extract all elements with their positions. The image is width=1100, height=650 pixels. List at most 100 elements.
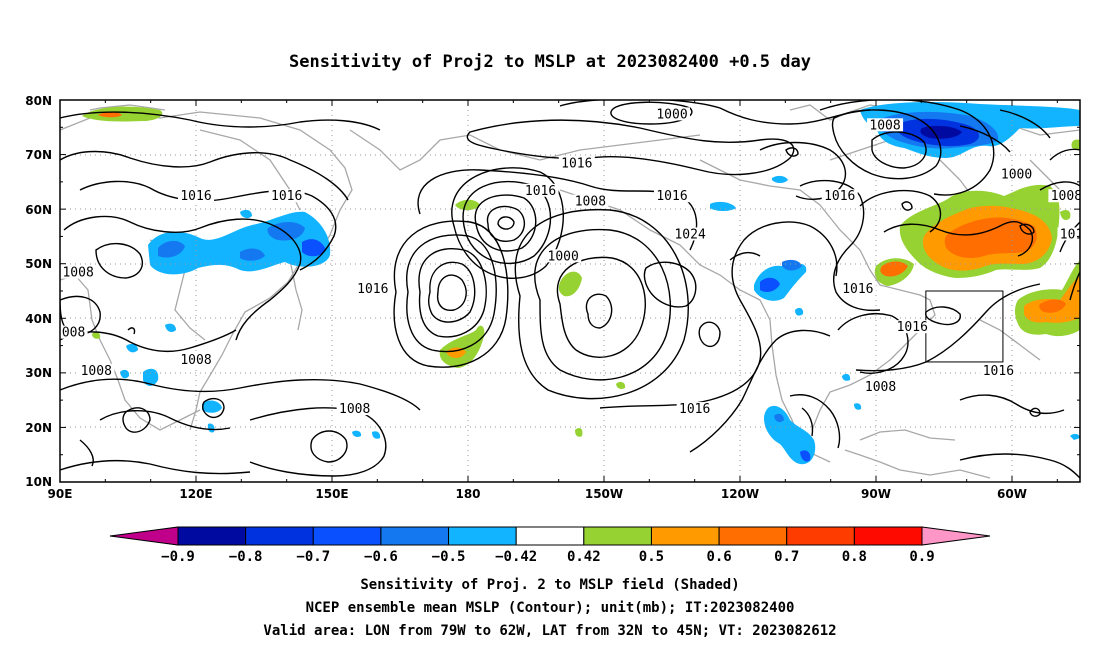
contour-label-background — [268, 189, 305, 203]
colorbar-label: −0.42 — [495, 549, 537, 565]
shade-blue — [774, 413, 784, 423]
colorbar-segment — [786, 526, 855, 546]
shade-lightblue — [795, 307, 804, 316]
colorbar-segment — [718, 526, 788, 546]
colorbar-label: −0.6 — [364, 549, 398, 565]
contour-label: 1000 — [1001, 167, 1032, 182]
shade-lightblue — [854, 403, 862, 410]
contour-label-background — [60, 265, 97, 279]
captions: Sensitivity of Proj. 2 to MSLP field (Sh… — [263, 577, 836, 639]
shade-lightblue — [842, 373, 851, 381]
colorbar-segment — [583, 526, 652, 546]
shade-lightblue — [120, 369, 130, 379]
contour-label-background — [980, 363, 1017, 377]
lat-label: 60N — [25, 203, 52, 217]
colorbar-label: −0.9 — [161, 549, 195, 565]
shade-lightblue — [372, 431, 381, 439]
shade-green — [575, 428, 583, 437]
contour-label-background — [839, 282, 876, 295]
shade-lightblue — [240, 209, 252, 219]
caption-line: Sensitivity of Proj. 2 to MSLP field (Sh… — [360, 577, 739, 593]
contour-label: 1016 — [824, 189, 855, 204]
contour-label-background — [78, 363, 115, 377]
lon-label: 90W — [861, 487, 891, 501]
contour-label: 1016 — [897, 320, 928, 335]
contour-label: 008 — [62, 326, 85, 341]
contour-label: 1016 — [525, 184, 556, 199]
contour-label-background — [1057, 227, 1080, 241]
contour-label: 1008 — [180, 353, 211, 368]
contour-label: 1016 — [983, 364, 1014, 379]
contour-label: 1016 — [180, 189, 211, 204]
contour-label: 1024 — [674, 227, 705, 242]
lon-label: 60W — [997, 487, 1027, 501]
contour-label: 1016 — [561, 156, 592, 171]
shade-darkorange — [944, 217, 1037, 258]
shade-blue — [158, 240, 185, 258]
shade-green — [1071, 139, 1080, 150]
shade-blue — [760, 277, 780, 292]
colorbar-label: 0.5 — [639, 549, 664, 565]
contour-label: 1016 — [842, 282, 873, 297]
shade-green — [1060, 210, 1071, 220]
shade-lightblue — [352, 430, 362, 437]
shade-blue — [800, 450, 811, 462]
shade-blue — [782, 259, 802, 271]
contour-label-background — [558, 156, 595, 170]
lat-label: 50N — [25, 257, 52, 271]
contour-label-background — [336, 402, 373, 416]
contour-label-background — [354, 282, 391, 295]
colorbar-label: 0.6 — [706, 549, 731, 565]
colorbar-segment — [245, 526, 314, 546]
caption-line: NCEP ensemble mean MSLP (Contour); unit(… — [306, 600, 795, 616]
contour-label: 1008 — [62, 266, 93, 281]
shade-blue — [302, 239, 326, 257]
shade-lightblue — [143, 368, 159, 386]
colorbar-segment — [515, 526, 585, 546]
contour-label: 1008 — [865, 380, 896, 395]
lat-label: 80N — [25, 94, 52, 108]
colorbar-labels: −0.9 −0.8 −0.7 −0.6 −0.5 −0.42 0.42 0.5 0.6 0.7 0.… — [161, 549, 935, 565]
shade-lightblue — [202, 400, 222, 413]
colorbar-segment — [177, 526, 247, 546]
contour-label: 1016 — [357, 282, 388, 297]
colorbar-label: 0.7 — [774, 549, 799, 565]
contour-label: 1016 — [271, 189, 302, 204]
contour-label: 1008 — [1051, 189, 1082, 204]
colorbar-min-triangle — [109, 526, 179, 546]
colorbar-label: 0.42 — [567, 549, 601, 565]
contour-label: 1000 — [656, 107, 687, 122]
contour-label-background — [1048, 189, 1080, 203]
lat-label: 20N — [25, 421, 52, 435]
shade-darkorange — [1039, 299, 1066, 313]
contour-label-background — [178, 189, 214, 203]
lon-label: 120W — [721, 487, 759, 501]
colorbar-label: 0.8 — [842, 549, 867, 565]
contour-label-background — [998, 167, 1035, 181]
contour-label-background — [654, 107, 690, 121]
contour-label: 1008 — [339, 402, 370, 417]
colorbar-segment — [448, 526, 517, 546]
colorbar-label: −0.7 — [296, 549, 330, 565]
shade-lightblue — [165, 323, 176, 333]
shade-lightblue — [772, 175, 788, 183]
contour-label-background — [522, 183, 559, 197]
caption-line: Valid area: LON from 79W to 62W, LAT fro… — [263, 623, 836, 639]
contour-label-background — [654, 189, 690, 203]
axis-ticks — [59, 99, 1080, 483]
shade-lightblue — [207, 423, 215, 433]
contour-label-background — [545, 249, 582, 263]
contour-label: 1008 — [575, 195, 606, 210]
contour-label-background — [862, 380, 899, 394]
contour-label-background — [178, 352, 214, 366]
contour-label: 1016 — [656, 189, 687, 204]
contour-label: 1016 — [1060, 227, 1091, 242]
mslp-contours — [60, 100, 1080, 479]
colorbar-label: −0.8 — [229, 549, 263, 565]
contour-labels: 1000 1008 1016 1016 1016 1016 1008 1016 1016 1000… — [60, 107, 1091, 417]
contour-label-background — [676, 402, 713, 416]
shade-orange — [1024, 276, 1080, 323]
shade-lightblue — [1070, 433, 1080, 440]
lat-label: 10N — [25, 475, 52, 489]
